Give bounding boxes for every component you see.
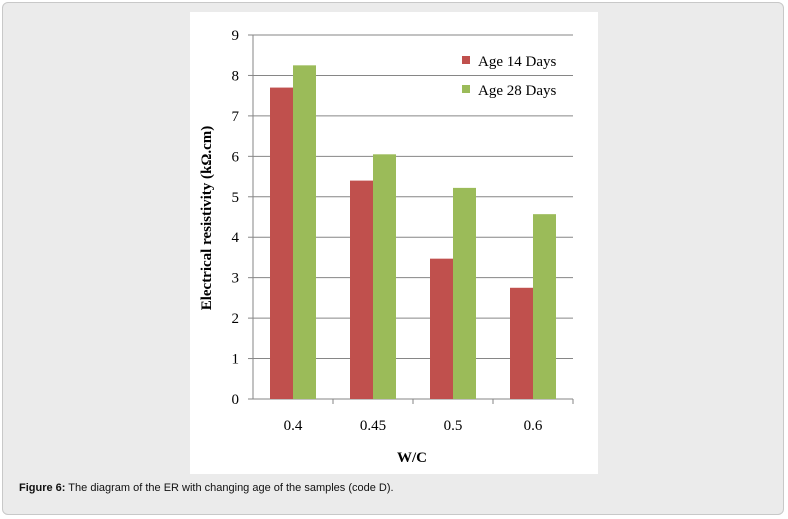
legend-label-age-28: Age 28 Days: [478, 83, 556, 99]
bar-age-14-days-0.5: [430, 258, 453, 399]
legend-swatch-age-28: [462, 85, 470, 93]
y-tick-label-9: 9: [232, 28, 240, 44]
y-tick-label-8: 8: [232, 68, 240, 84]
y-tick-label-6: 6: [232, 149, 240, 165]
bar-age-14-days-0.4: [270, 87, 293, 400]
caption-label: Figure 6:: [19, 482, 66, 494]
y-tick-label-4: 4: [232, 230, 240, 246]
bar-age-14-days-0.45: [350, 180, 373, 399]
y-tick-label-5: 5: [232, 190, 240, 206]
caption-text: The diagram of the ER with changing age …: [65, 482, 394, 494]
legend-label-age-14: Age 14 Days: [478, 54, 556, 70]
x-tick-label-0.45: 0.45: [360, 418, 386, 434]
y-tick-label-3: 3: [232, 271, 240, 287]
legend-swatch-age-14: [462, 56, 470, 64]
bar-age-28-days-0.45: [373, 154, 396, 399]
bar-age-28-days-0.5: [453, 187, 476, 399]
y-tick-label-2: 2: [232, 311, 240, 327]
y-tick-label-7: 7: [232, 109, 240, 125]
x-axis-title: W/C: [397, 450, 427, 466]
legend: Age 14 Days Age 28 Days: [462, 54, 556, 99]
y-tick-label-1: 1: [232, 352, 240, 368]
y-tick-label-0: 0: [232, 392, 240, 408]
bar-age-28-days-0.6: [533, 214, 556, 399]
y-axis-title: Electrical resistivity (kΩ.cm): [199, 126, 215, 311]
bar-age-14-days-0.6: [510, 287, 533, 399]
figure-caption: Figure 6: The diagram of the ER with cha…: [19, 482, 394, 494]
x-tick-label-0.6: 0.6: [524, 418, 543, 434]
bar-age-28-days-0.4: [293, 65, 316, 399]
x-tick-label-0.4: 0.4: [284, 418, 303, 434]
x-tick-label-0.5: 0.5: [444, 418, 463, 434]
